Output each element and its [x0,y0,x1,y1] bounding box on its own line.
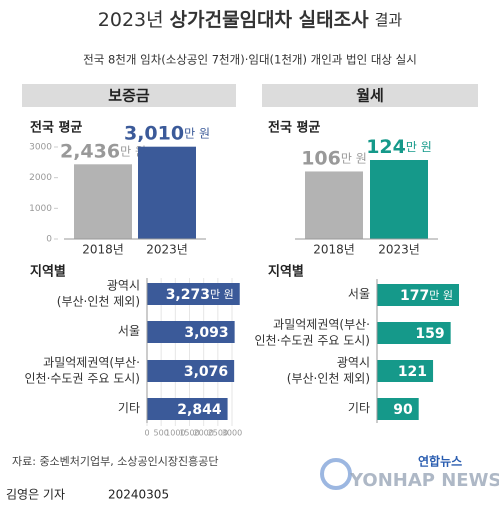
category-label: 과밀억제권역(부산· 인천·수도권 주요 도시) [254,317,371,347]
y-tick-label: 0 [46,235,52,245]
bar [147,398,228,420]
x-tick-label: 2023년 [146,243,188,257]
panel-header: 보증금 [108,87,150,105]
value-number: 159 [415,326,444,342]
category-label: 과밀억제권역(부산· 인천·수도권 주요 도시) [24,355,141,385]
subtitle: 전국 8천개 임차(소상공인 7천개)·임대(1천개) 개인과 법인 대상 실시 [83,53,417,67]
value-label: 3,010만 원 [124,122,210,144]
value-number: 124 [366,136,406,158]
chart-title: 전국 평균 [268,120,320,136]
value-number: 2,844 [177,402,222,418]
value-label: 106만 원 [301,147,367,169]
bar [147,360,235,382]
y-tick-label: 1000 [29,204,52,214]
x-tick-label: 2018년 [82,243,124,257]
panel-header-bg [22,84,236,107]
title-part: 결과 [375,11,403,29]
value-label: 3,076 [184,364,228,380]
chart-title: 지역별 [268,264,304,280]
value-unit: 만 원 [406,140,432,154]
x-tick-label: 1000 [165,429,185,438]
bar [138,146,196,239]
chart-title: 전국 평균 [30,120,82,136]
value-number: 3,273 [166,287,210,303]
x-tick-label: 0 [144,429,149,438]
bar [305,171,363,239]
value-label: 3,093 [184,325,228,341]
bar [147,321,235,343]
bar [377,322,451,344]
value-label: 3,273만 원 [166,287,234,303]
title: 2023년 상가건물임대차 실태조사 결과 [98,9,403,31]
x-tick-label: 2000 [193,429,213,438]
logo: 연합뉴스 [418,454,462,469]
value-number: 3,010 [124,122,184,144]
x-tick-label: 2500 [208,429,228,438]
logo-mark [320,458,352,490]
title-part: 2023년 [98,9,164,31]
byline: 김영은 기자 [6,488,65,502]
category-label: 서울 [117,324,140,339]
value-number: 121 [398,364,427,380]
logo-en: YONHAP NEWS [349,470,499,491]
bar [377,398,419,420]
bar [147,283,240,305]
value-unit: 만 원 [341,151,367,165]
category-label: 광역시 (부산·인천 제외) [56,278,140,308]
x-tick-label: 2018년 [313,243,355,257]
value-label: 90 [393,402,413,418]
chart-title: 지역별 [30,264,66,280]
bar [377,284,459,306]
category-label: 기타 [117,401,140,416]
bar [377,360,434,382]
x-tick-label: 1500 [179,429,199,438]
value-unit: 만 원 [210,288,234,301]
value-label: 121 [398,364,427,380]
value-unit: 만 원 [429,289,453,302]
y-tick-label: 2000 [29,173,52,183]
bar [74,164,132,239]
bar [370,160,428,239]
value-label: 124만 원 [366,136,432,158]
value-unit: 만 원 [184,126,210,140]
panel-header: 월세 [356,87,384,105]
value-number: 3,093 [184,325,228,341]
source: 자료: 중소벤처기업부, 소상공인시장진흥공단 [12,454,218,468]
value-number: 177 [400,288,429,304]
panel-header-bg [262,84,478,107]
title-part: 상가건물임대차 실태조사 [170,9,369,31]
value-number: 3,076 [184,364,228,380]
date: 20240305 [108,488,169,502]
value-number: 106 [301,147,341,169]
x-tick-label: 3000 [222,429,242,438]
category-label: 서울 [347,287,370,302]
value-number: 2,436 [60,140,120,162]
x-tick-label: 500 [154,429,169,438]
category-label: 광역시 (부산·인천 제외) [286,355,370,385]
value-label: 177만 원 [400,288,453,304]
value-label: 2,844 [177,402,222,418]
value-number: 90 [393,402,413,418]
y-tick-label: 3000 [29,143,52,153]
category-label: 기타 [347,401,370,416]
value-label: 159 [415,326,444,342]
x-tick-label: 2023년 [378,243,420,257]
